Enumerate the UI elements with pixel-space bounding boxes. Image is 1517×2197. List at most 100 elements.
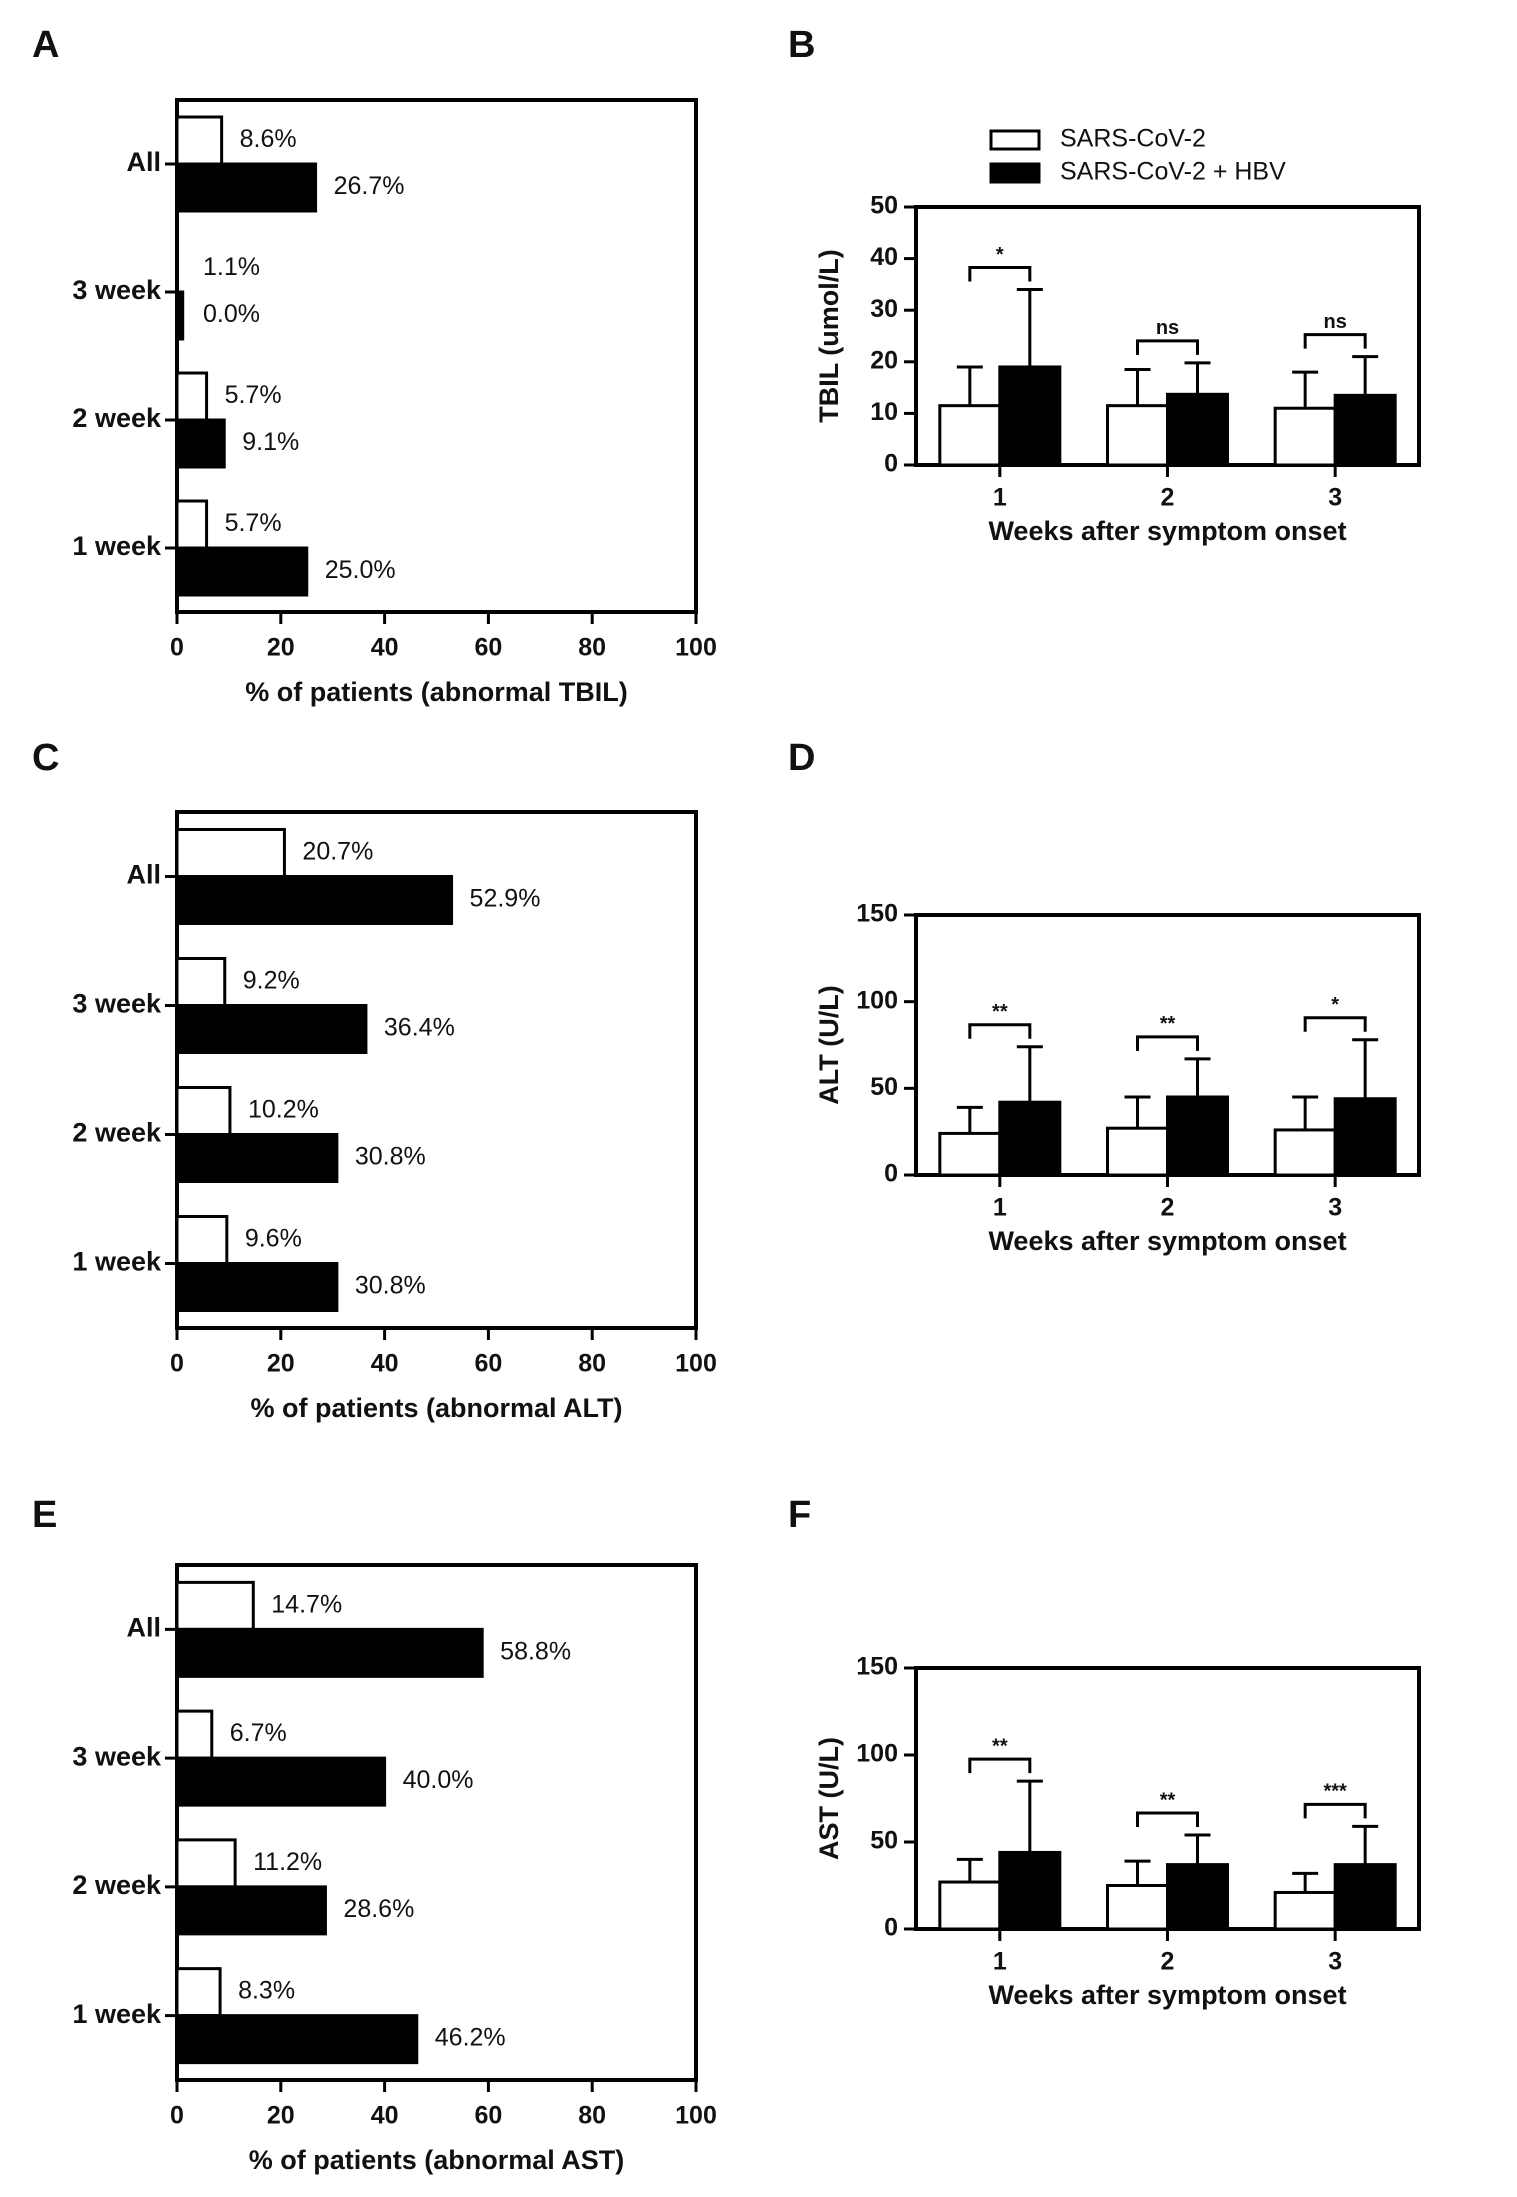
legend-label: SARS-CoV-2 + HBV xyxy=(1060,158,1286,186)
bar-sars-cov-2-hbv xyxy=(175,2014,419,2065)
x-axis-title: Weeks after symptom onset xyxy=(988,1980,1346,2010)
x-tick-label: 100 xyxy=(675,2102,717,2130)
y-axis-title: ALT (U/L) xyxy=(814,985,844,1104)
bar-sars-cov-2-hbv xyxy=(1166,1095,1229,1177)
panel-letter: A xyxy=(32,24,59,66)
significance-bracket xyxy=(968,1757,1032,1774)
category-label: All xyxy=(126,860,161,890)
bar-sars-cov-2 xyxy=(938,1880,1002,1931)
bar-sars-cov-2-hbv xyxy=(998,1100,1062,1177)
panel-F: F 0 50 100 150 AST (U/L) 1 ** 2 ** 3 *** Weeks after… xyxy=(788,1494,1421,2010)
x-tick-label: 40 xyxy=(371,1350,399,1378)
bar-sars-cov-2-hbv xyxy=(175,546,309,597)
x-axis-title: % of patients (abnormal ALT) xyxy=(250,1393,622,1423)
panel-C: C All 20.7% 52.9% 3 week 9.2% 36.4% 2 week 10.2%… xyxy=(32,737,717,1423)
bar-sars-cov-2-hbv xyxy=(175,1004,368,1054)
data-label: 0.0% xyxy=(203,300,260,328)
significance-label: * xyxy=(1331,994,1339,1016)
x-tick-label: 60 xyxy=(474,2102,502,2130)
data-label: 52.9% xyxy=(470,885,541,913)
x-tick-label: 100 xyxy=(675,1350,717,1378)
bar-sars-cov-2-hbv xyxy=(1333,393,1397,467)
bar-sars-cov-2-hbv xyxy=(175,418,226,469)
x-tick-label: 80 xyxy=(578,1350,606,1378)
bar-sars-cov-2-hbv xyxy=(175,1262,339,1312)
bar-sars-cov-2 xyxy=(175,828,286,878)
bar-sars-cov-2 xyxy=(175,1215,229,1265)
bar-sars-cov-2 xyxy=(175,1838,237,1889)
plot-frame xyxy=(175,98,698,614)
legend-swatch-sars-cov-2-hbv xyxy=(989,162,1041,184)
y-tick-label: 100 xyxy=(856,1740,898,1768)
significance-bracket xyxy=(968,1023,1032,1039)
panel-D: D 0 50 100 150 ALT (U/L) 1 ** 2 ** 3 * Weeks after s… xyxy=(788,737,1421,1256)
panel-letter: B xyxy=(788,24,815,66)
data-label: 46.2% xyxy=(435,2024,506,2052)
y-axis-title: TBIL (umol/L) xyxy=(814,249,844,422)
data-label: 26.7% xyxy=(334,172,405,200)
data-label: 9.6% xyxy=(245,1225,302,1253)
bar-sars-cov-2 xyxy=(175,371,209,422)
data-label: 9.1% xyxy=(242,428,299,456)
y-tick-label: 20 xyxy=(870,346,898,374)
bar-sars-cov-2-hbv xyxy=(1333,1863,1397,1931)
data-label: 1.1% xyxy=(203,253,260,281)
x-tick-label: 40 xyxy=(371,2102,399,2130)
data-label: 10.2% xyxy=(248,1096,319,1124)
y-axis-title: AST (U/L) xyxy=(814,1737,844,1860)
significance-label: ** xyxy=(1160,1013,1176,1035)
y-tick-label: 0 xyxy=(884,1914,898,1942)
x-tick-label: 80 xyxy=(578,2102,606,2130)
x-tick-label: 20 xyxy=(267,1350,295,1378)
category-label: All xyxy=(126,1613,161,1643)
data-label: 30.8% xyxy=(355,1143,426,1171)
category-label: 3 week xyxy=(72,1741,162,1771)
bar-sars-cov-2-hbv xyxy=(175,1133,339,1183)
category-label: 3 week xyxy=(72,275,162,305)
x-tick-label: 1 xyxy=(993,484,1007,512)
bar-sars-cov-2 xyxy=(175,1967,222,2018)
category-label: 1 week xyxy=(72,1247,162,1277)
x-axis-title: Weeks after symptom onset xyxy=(988,1226,1346,1256)
significance-bracket xyxy=(1136,339,1199,355)
x-tick-label: 3 xyxy=(1328,1194,1342,1222)
bar-sars-cov-2-hbv xyxy=(175,1885,327,1936)
bar-sars-cov-2-hbv xyxy=(1166,392,1229,467)
y-tick-label: 100 xyxy=(856,986,898,1014)
bar-sars-cov-2 xyxy=(1106,404,1169,467)
bar-sars-cov-2 xyxy=(175,1580,255,1631)
bar-sars-cov-2 xyxy=(938,404,1002,467)
y-tick-label: 50 xyxy=(870,1073,898,1101)
bar-sars-cov-2 xyxy=(1273,406,1337,467)
bar-sars-cov-2-hbv xyxy=(1333,1097,1397,1177)
bar-sars-cov-2 xyxy=(175,1086,232,1136)
significance-bracket xyxy=(1136,1811,1199,1828)
category-label: 1 week xyxy=(72,1999,162,2029)
y-tick-label: 150 xyxy=(856,900,898,928)
x-tick-label: 0 xyxy=(170,1350,184,1378)
x-tick-label: 0 xyxy=(170,2102,184,2130)
x-tick-label: 40 xyxy=(371,634,399,662)
significance-label: ns xyxy=(1323,311,1346,333)
data-label: 8.3% xyxy=(238,1977,295,2005)
y-tick-label: 50 xyxy=(870,192,898,220)
x-tick-label: 80 xyxy=(578,634,606,662)
data-label: 14.7% xyxy=(271,1590,342,1618)
bar-sars-cov-2 xyxy=(175,957,227,1007)
y-tick-label: 30 xyxy=(870,295,898,323)
bar-sars-cov-2-hbv xyxy=(175,162,318,213)
category-label: 2 week xyxy=(72,1118,162,1148)
data-label: 40.0% xyxy=(403,1766,474,1794)
bar-sars-cov-2 xyxy=(1106,1884,1169,1931)
bar-sars-cov-2 xyxy=(938,1131,1002,1177)
x-axis-title: % of patients (abnormal TBIL) xyxy=(245,677,628,707)
legend: SARS-CoV-2 SARS-CoV-2 + HBV xyxy=(989,125,1286,186)
panel-E: E All 14.7% 58.8% 3 week 6.7% 40.0% 2 week 11.2%… xyxy=(32,1494,717,2175)
panel-B: B 0 10 20 30 40 50 TBIL (umol/L) 1 * 2 ns 3 ns Weeks a… xyxy=(788,24,1421,546)
significance-label: ** xyxy=(992,1001,1008,1023)
bar-sars-cov-2-hbv xyxy=(1166,1863,1229,1931)
significance-bracket xyxy=(1303,1016,1367,1032)
data-label: 9.2% xyxy=(243,967,300,995)
data-label: 28.6% xyxy=(343,1895,414,1923)
y-tick-label: 10 xyxy=(870,398,898,426)
